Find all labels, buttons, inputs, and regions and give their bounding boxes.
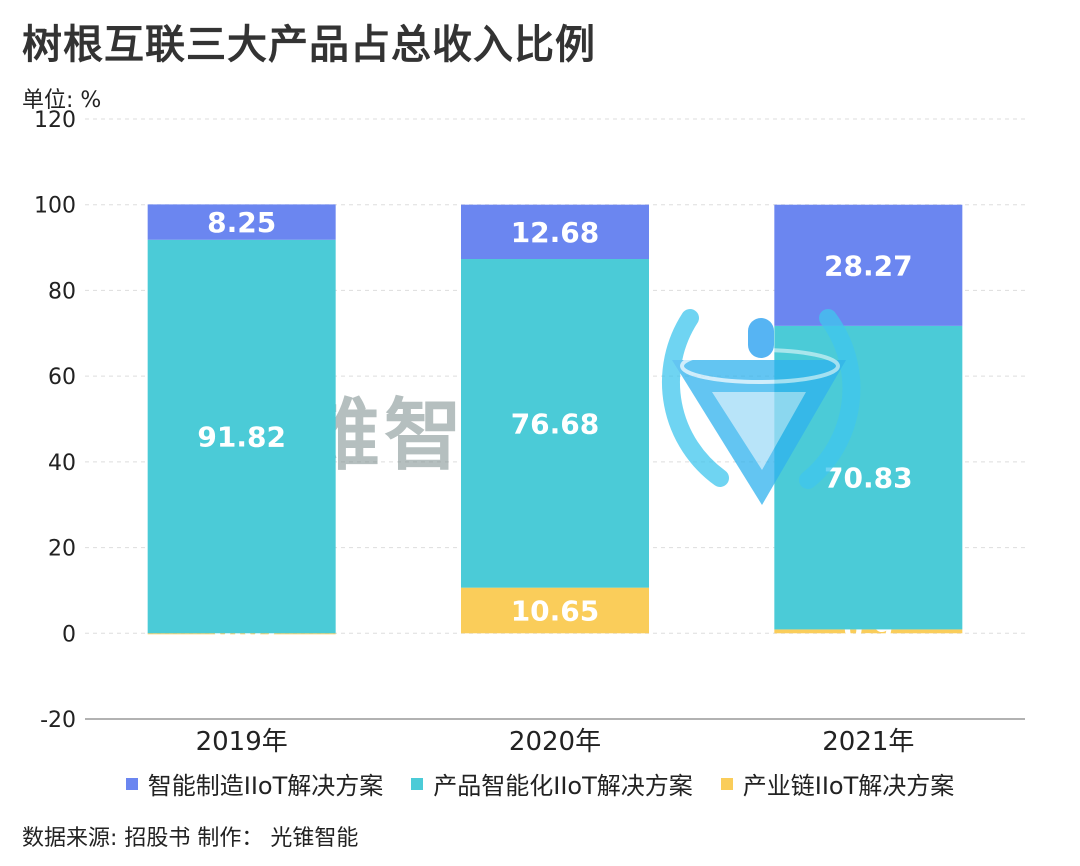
legend-swatch-industry-chain: [720, 777, 733, 790]
bar-data-label: 12.68: [511, 216, 600, 249]
y-tick-label: 40: [48, 451, 76, 476]
y-tick-label: 0: [62, 622, 76, 647]
bar-data-label: 8.25: [207, 206, 276, 239]
legend: 智能制造IIoT解决方案 产品智能化IIoT解决方案 产业链IIoT解决方案: [0, 766, 1080, 801]
legend-item-manufacturing: 智能制造IIoT解决方案: [125, 766, 384, 801]
bar-segment: [461, 204, 649, 260]
legend-item-industry-chain: 产业链IIoT解决方案: [720, 766, 955, 801]
logo-v-shape: [672, 360, 846, 505]
bar-segment: [461, 587, 649, 634]
legend-label-manufacturing: 智能制造IIoT解决方案: [147, 772, 384, 800]
bar-data-label: 76.68: [511, 407, 600, 440]
legend-label-industry-chain: 产业链IIoT解决方案: [742, 772, 955, 800]
logo-dot: [748, 318, 774, 358]
y-tick-label: 60: [48, 365, 76, 390]
x-tick-label: 2019年: [196, 727, 288, 757]
legend-swatch-manufacturing: [125, 777, 138, 790]
logo-arc-right: [799, 309, 861, 489]
logo-arc-left: [662, 309, 729, 487]
y-tick-label: 100: [34, 194, 76, 219]
x-tick-label: 2021年: [822, 727, 914, 757]
x-tick-label: 2020年: [509, 727, 601, 757]
bar-segment: [774, 629, 963, 634]
legend-item-product: 产品智能化IIoT解决方案: [411, 766, 693, 801]
bar-segment: [147, 633, 336, 635]
unit-label: 单位: %: [22, 88, 102, 113]
light-cone-v-logo-icon: [662, 309, 861, 505]
bar-data-label: 70.83: [824, 462, 913, 495]
logo-v-inner: [712, 392, 806, 470]
chart-title: 树根互联三大产品占总收入比例: [22, 22, 596, 68]
bar-segment: [774, 204, 963, 326]
bar-data-label: 10.65: [511, 594, 600, 627]
bar-segment: [147, 204, 336, 240]
y-tick-label: 120: [34, 108, 76, 133]
bar-data-label: 91.82: [197, 421, 286, 454]
y-tick-label: -20: [40, 708, 76, 733]
y-tick-label: 80: [48, 279, 76, 304]
legend-swatch-product: [411, 777, 424, 790]
legend-label-product: 产品智能化IIoT解决方案: [433, 772, 693, 800]
bar-data-label: 28.27: [824, 249, 913, 282]
chart-svg: -20020406080100120光锥智能Light coneintellig…: [34, 108, 1025, 757]
source-note: 数据来源: 招股书 制作： 光锥智能: [22, 826, 359, 851]
bar-segment: [461, 259, 649, 588]
y-tick-label: 20: [48, 537, 76, 562]
bar-segment: [147, 239, 336, 634]
